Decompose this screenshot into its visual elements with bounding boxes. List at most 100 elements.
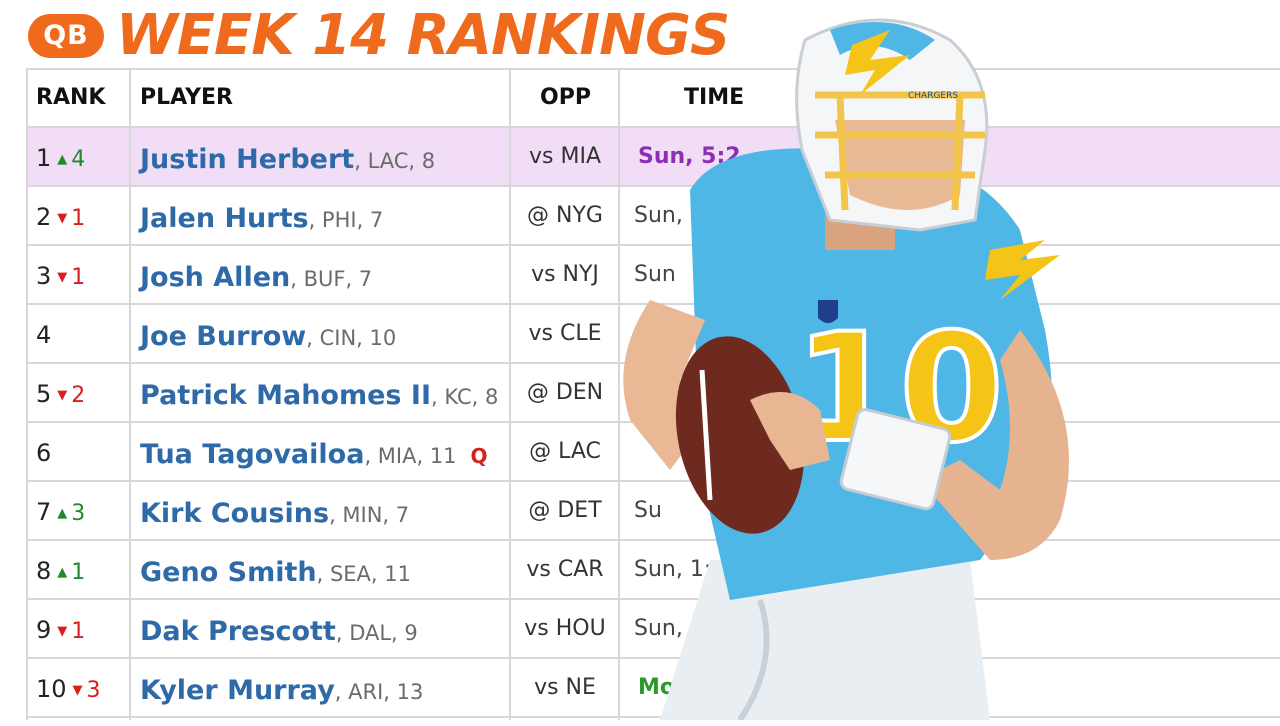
rank-cell: 8 ▲ 1 [36,541,85,598]
left-arm-shape [920,330,1069,560]
hand-shape [750,392,830,470]
opponent-cell: @ NYG [527,203,603,228]
rank-number: 4 [36,321,52,349]
player-cell: Josh Allen, BUF, 7 [140,246,372,303]
game-time-cell: Sun, 1: [634,557,712,582]
rank-cell: 1 ▲ 4 [36,128,85,185]
column-divider [618,68,620,720]
arrow-up-icon: ▲ [57,565,68,580]
player-name-link[interactable]: Joe Burrow [140,321,307,352]
player-cell: Tua Tagovailoa, MIA, 11 Q [140,423,488,480]
game-time-cell: Sun [634,262,676,287]
rank-number: 7 [36,498,52,526]
player-team-bye: , DAL, 9 [335,621,418,645]
facemask-shape [815,91,985,211]
rank-cell: 9 ▼ 1 [36,600,85,657]
rank-number: 10 [36,675,67,703]
player-name-link[interactable]: Dak Prescott [140,616,336,647]
table-row: 10 ▼ 3 Kyler Murray, ARI, 13 vs NE Mo [26,659,1280,718]
rank-change: 3 [71,501,86,526]
player-team-bye: , MIN, 7 [329,503,410,527]
table-row: 9 ▼ 1 Dak Prescott, DAL, 9 vs HOU Sun, [26,600,1280,659]
player-cell: Justin Herbert, LAC, 8 [140,128,435,185]
jersey-number: 10 [795,302,1004,476]
game-time-cell: Sun, [634,203,683,228]
arrow-down-icon: ▼ [57,388,68,403]
player-team-bye: , PHI, 7 [308,208,384,232]
rank-cell: 7 ▲ 3 [36,482,85,539]
player-team-bye: , MIA, 11 [364,444,457,468]
player-team-bye: , ARI, 13 [334,680,424,704]
player-cell: Jalen Hurts, PHI, 7 [140,187,383,244]
player-name-link[interactable]: Josh Allen [140,262,291,293]
player-name-link[interactable]: Patrick Mahomes II [140,380,431,411]
wristband-playcard [839,408,952,511]
column-divider [129,68,131,720]
opponent-cell: @ DET [528,498,602,523]
helmet-text: CHARGERS [908,91,958,101]
nfl-shield-icon [818,300,838,323]
player-name-link[interactable]: Kyler Murray [140,675,335,706]
face-shape [835,120,965,210]
player-cell: Joe Burrow, CIN, 10 [140,305,396,362]
player-name-link[interactable]: Kirk Cousins [140,498,330,529]
player-cell: Kirk Cousins, MIN, 7 [140,482,409,539]
rank-cell: 3 ▼ 1 [36,246,85,303]
player-team-bye: , KC, 8 [431,385,499,409]
opponent-cell: @ LAC [529,439,601,464]
rank-number: 2 [36,203,52,231]
table-border-left [26,68,28,720]
player-name-link[interactable]: Jalen Hurts [140,203,309,234]
player-team-bye: , LAC, 8 [354,149,436,173]
table-row: 1 ▲ 4 Justin Herbert, LAC, 8 vs MIA Sun, 5:2 [26,128,1280,187]
rank-number: 9 [36,616,52,644]
column-header-time: TIME [684,85,745,110]
player-name-link[interactable]: Tua Tagovailoa [140,439,365,470]
lightning-bolt-icon [985,240,1060,300]
rank-change: 3 [86,678,101,703]
arrow-up-icon: ▲ [57,506,68,521]
opponent-cell: vs NYJ [531,262,599,287]
football-laces [699,369,713,501]
player-team-bye: , CIN, 10 [306,326,397,350]
rank-cell: 5 ▼ 2 [36,364,85,421]
rank-number: 1 [36,144,52,172]
game-time-cell: Su [634,498,662,523]
rank-cell: 4 [36,305,51,362]
column-header-rank: RANK [36,85,106,110]
column-header-opp: OPP [540,85,591,110]
arrow-down-icon: ▼ [57,211,68,226]
pants-shape [660,560,990,720]
rank-change: 4 [71,147,86,172]
arrow-down-icon: ▼ [72,683,83,698]
player-cell: Dak Prescott, DAL, 9 [140,600,418,657]
player-cell: Geno Smith, SEA, 11 [140,541,411,598]
header: QB WEEK 14 RANKINGS [0,0,1280,68]
position-badge: QB [28,14,104,58]
column-divider [509,68,511,720]
rank-change: 2 [71,383,86,408]
opponent-cell: vs CAR [526,557,604,582]
opponent-cell: @ DEN [526,380,604,405]
player-name-link[interactable]: Geno Smith [140,557,317,588]
opponent-cell: vs MIA [529,144,601,169]
rank-cell: 10 ▼ 3 [36,659,101,716]
table-row: 7 ▲ 3 Kirk Cousins, MIN, 7 @ DET Su [26,482,1280,541]
column-header-player: PLAYER [140,85,233,110]
player-cell: Patrick Mahomes II, KC, 8 [140,364,498,421]
table-row: 2 ▼ 1 Jalen Hurts, PHI, 7 @ NYG Sun, [26,187,1280,246]
helmet-bolt-icon [845,30,910,95]
arrow-down-icon: ▼ [57,624,68,639]
rank-number: 5 [36,380,52,408]
player-cell: Kyler Murray, ARI, 13 [140,659,423,716]
pants-fold [737,599,770,720]
rank-number: 8 [36,557,52,585]
opponent-cell: vs CLE [528,321,602,346]
table-row: 3 ▼ 1 Josh Allen, BUF, 7 vs NYJ Sun [26,246,1280,305]
page-title: WEEK 14 RANKINGS [116,3,730,68]
opponent-cell: vs NE [534,675,596,700]
table-row: 8 ▲ 1 Geno Smith, SEA, 11 vs CAR Sun, 1: [26,541,1280,600]
player-name-link[interactable]: Justin Herbert [140,144,355,175]
opponent-cell: vs HOU [524,616,606,641]
player-team-bye: , SEA, 11 [316,562,411,586]
